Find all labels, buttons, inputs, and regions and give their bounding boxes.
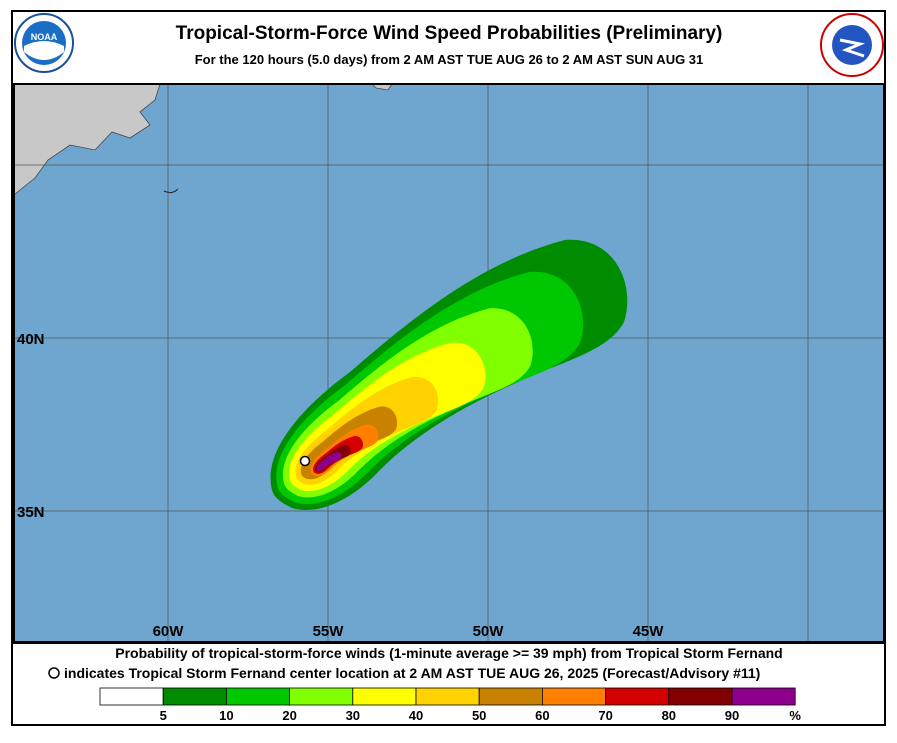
legend: 5 10 20 30 40 50 60 70 80 90% [99,687,801,723]
probability-swath [270,239,628,511]
legend-swatch [415,687,480,706]
subtitle: For the 120 hours (5.0 days) from 2 AM A… [195,52,704,67]
lat-label: 40N [17,331,45,348]
legend-swatch [289,687,354,706]
legend-swatch [605,687,670,706]
legend-label: 10 [219,708,233,723]
legend-label: 20 [282,708,296,723]
legend-label: 40 [409,708,423,723]
island [163,188,179,194]
legend-swatch [99,687,164,706]
footer-line: Probability of tropical-storm-force wind… [115,645,782,661]
legend-label: 50 [472,708,486,723]
noaa-logo: NOAA [14,13,74,73]
lat-label: 35N [17,504,45,521]
map [14,84,884,642]
legend-label: 30 [346,708,360,723]
legend-label: % [789,708,801,723]
center-symbol [48,667,60,679]
lon-label: 45W [633,623,665,640]
legend-label: 80 [662,708,676,723]
lon-labels: 60W 55W 50W 45W [153,623,665,640]
legend-swatch [162,687,227,706]
probability-contour [316,452,342,471]
nws-logo [820,13,884,77]
storm-center [299,455,311,467]
logo-text: NOAA [31,32,58,42]
footer-line: indicates Tropical Storm Fernand center … [64,665,760,681]
lon-label: 55W [313,623,345,640]
legend-label: 60 [535,708,549,723]
land [14,84,161,196]
legend-swatch [225,687,290,706]
title: Tropical-Storm-Force Wind Speed Probabil… [176,23,723,44]
legend-label: 70 [598,708,612,723]
legend-swatch [542,687,607,706]
lon-label: 50W [473,623,505,640]
lon-label: 60W [153,623,185,640]
legend-swatch [352,687,417,706]
legend-swatch [731,687,796,706]
lat-labels: 40N 35N [17,331,45,521]
legend-label: 5 [160,708,167,723]
land [371,84,393,91]
legend-label: 90 [725,708,739,723]
legend-swatch [668,687,733,706]
legend-swatch [478,687,543,706]
